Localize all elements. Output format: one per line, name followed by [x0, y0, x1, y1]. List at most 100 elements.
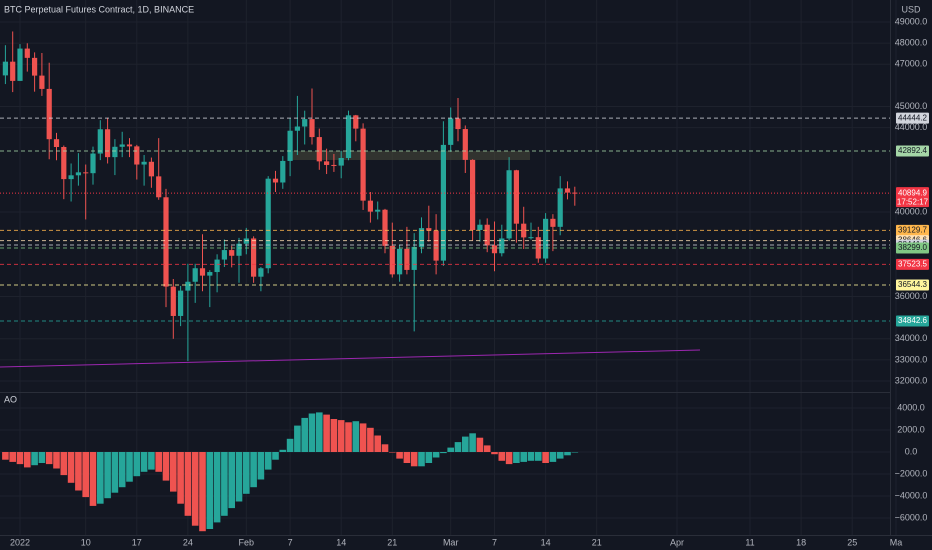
y-tick-label: 45000.0	[895, 101, 928, 111]
ao-bar	[24, 452, 31, 468]
ao-bar	[330, 419, 338, 453]
chart-title: BTC Perpetual Futures Contract, 1D, BINA…	[4, 4, 194, 14]
candle-body	[528, 237, 534, 239]
ao-bar	[556, 452, 564, 459]
y-tick-label: 4000.0	[897, 402, 925, 412]
candle-body	[272, 178, 279, 183]
ao-bar	[410, 452, 418, 467]
candle-body	[221, 250, 227, 260]
candle-body	[134, 146, 140, 165]
candle-body	[258, 268, 264, 277]
level-label-bg	[896, 224, 929, 236]
ao-bar	[89, 452, 97, 506]
x-tick-label: 7	[492, 537, 497, 547]
trend-line	[0, 349, 701, 368]
candle-body	[32, 57, 38, 76]
candle-body	[24, 48, 30, 58]
candle-body	[484, 224, 490, 246]
ao-bar	[498, 452, 506, 461]
x-tick-label: 7	[288, 537, 293, 547]
ao-bar	[301, 417, 308, 453]
y-tick-label: 47000.0	[895, 59, 928, 69]
x-tick-label: 14	[336, 537, 346, 547]
candle-body	[280, 160, 286, 183]
candle-body	[513, 170, 519, 224]
ao-bar	[155, 452, 162, 472]
ao-bar	[126, 452, 133, 482]
candle-body	[455, 118, 461, 130]
ao-bar	[535, 452, 542, 461]
candle-body	[521, 223, 527, 238]
level-label: 39129.7	[898, 226, 927, 235]
x-tick-label: Ma	[890, 537, 903, 547]
candle-body	[353, 115, 359, 129]
ao-bar	[279, 449, 287, 453]
ao-bar	[352, 421, 360, 453]
ao-bar	[184, 452, 192, 516]
candle-body	[433, 230, 439, 261]
candle-body	[170, 286, 176, 316]
candle-body	[564, 188, 571, 193]
ao-bar	[432, 452, 440, 458]
ao-bar	[2, 452, 9, 460]
ao-bar	[257, 452, 265, 480]
level-label-bg	[896, 279, 929, 291]
ao-bar	[191, 452, 199, 526]
zone	[290, 151, 530, 160]
candle-body	[90, 153, 96, 174]
x-tick-label: 11	[745, 537, 754, 547]
x-tick-label: Apr	[670, 537, 684, 547]
candle-body	[470, 159, 476, 231]
y-tick-label: 34000.0	[895, 333, 928, 343]
candle-body	[316, 137, 322, 162]
ao-bar	[104, 452, 111, 499]
ao-bar	[206, 452, 214, 530]
level-label: 42892.4	[898, 146, 927, 155]
candle-body	[214, 259, 220, 273]
ao-bar	[483, 445, 491, 453]
ao-bar	[118, 452, 126, 488]
ao-bar	[286, 438, 294, 453]
x-tick-label: 21	[592, 537, 602, 547]
ao-bar	[235, 452, 243, 502]
candle-body	[367, 200, 373, 212]
ao-bar	[264, 452, 272, 470]
candle-body	[324, 161, 330, 165]
ao-bar	[381, 444, 389, 453]
ao-bar	[389, 452, 396, 453]
ao-bar	[549, 452, 557, 462]
ao-bar	[345, 422, 352, 453]
ao-bar	[199, 452, 206, 532]
ao-bar	[272, 452, 279, 460]
x-tick-label: 25	[847, 537, 857, 547]
candle-body	[572, 192, 578, 194]
ao-bar	[67, 452, 75, 483]
y-tick-label: −6000.0	[895, 512, 928, 522]
candle-body	[499, 238, 505, 254]
ao-bar	[440, 452, 447, 454]
ao-bar	[571, 452, 579, 453]
ao-bar	[513, 452, 520, 464]
candle-body	[491, 245, 498, 254]
candle-body	[236, 243, 242, 256]
x-tick-label: 24	[183, 537, 193, 547]
candle-body	[229, 250, 235, 256]
ao-bar	[38, 452, 46, 464]
level-label: 37523.5	[898, 259, 927, 268]
candle-body	[17, 48, 23, 81]
ao-bar	[294, 425, 301, 453]
candle-body	[506, 170, 512, 239]
candle-body	[418, 228, 425, 247]
x-tick-label: 18	[796, 537, 806, 547]
candle-body	[163, 197, 169, 287]
indicator-title: AO	[4, 394, 17, 404]
candle-body	[331, 164, 337, 166]
last-price-label: 40894.9	[898, 188, 927, 197]
level-label-bg	[896, 145, 929, 157]
candle-body	[302, 119, 308, 127]
ao-bar	[564, 452, 571, 456]
ao-bar	[425, 452, 433, 464]
x-tick-label: 21	[387, 537, 397, 547]
ao-bar	[505, 452, 513, 465]
